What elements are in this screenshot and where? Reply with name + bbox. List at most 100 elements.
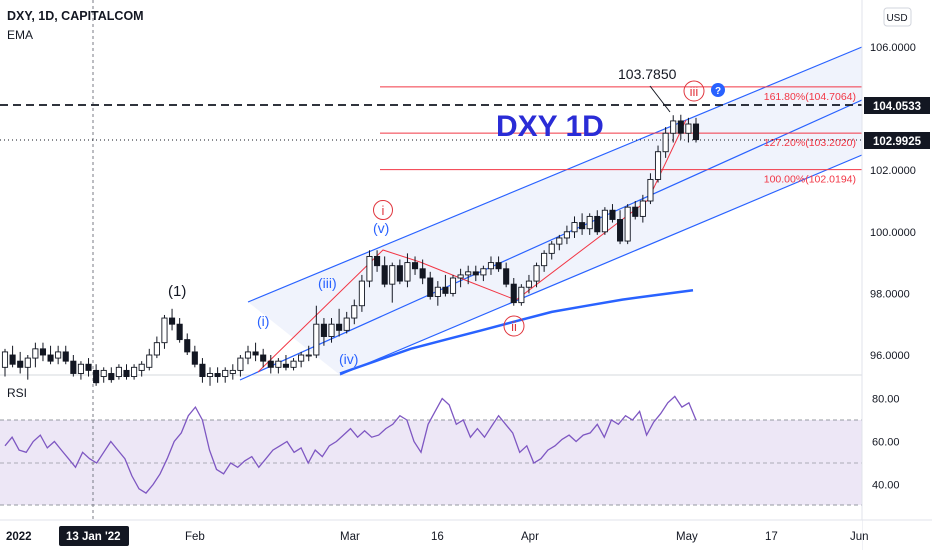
candle xyxy=(191,345,198,368)
ema-indicator-label[interactable]: EMA xyxy=(7,28,34,42)
candle-body-up xyxy=(229,369,236,374)
candle xyxy=(1,348,9,377)
candle xyxy=(609,204,616,223)
candle-body-down xyxy=(510,283,517,304)
candle xyxy=(624,204,631,245)
rsi-label[interactable]: RSI xyxy=(7,386,28,400)
candle xyxy=(275,358,282,374)
candle xyxy=(260,348,267,368)
candle xyxy=(184,333,191,355)
candle-body-up xyxy=(525,280,532,288)
candle xyxy=(161,314,168,349)
candle-body-up xyxy=(351,305,358,319)
candle xyxy=(601,207,608,235)
candle-body-up xyxy=(77,363,84,374)
candle-body-up xyxy=(624,206,631,242)
candle xyxy=(123,364,130,380)
candle xyxy=(654,145,662,183)
candle xyxy=(411,256,419,275)
candle-body-down xyxy=(320,323,327,337)
candle xyxy=(351,299,358,325)
candle-body-down xyxy=(260,354,267,362)
candle-body-up xyxy=(404,262,411,282)
time-axis[interactable] xyxy=(0,520,862,550)
candle xyxy=(366,250,373,288)
rsi-tick-label: 80.00 xyxy=(872,394,900,406)
candle-body-up xyxy=(662,132,669,153)
candle-body-down xyxy=(199,363,206,378)
candle-body-up xyxy=(548,243,555,254)
candle xyxy=(465,265,472,285)
candle-body-up xyxy=(685,123,692,134)
candle xyxy=(24,355,31,380)
candle xyxy=(449,274,457,297)
candle-body-up xyxy=(115,366,122,378)
candle-body-down xyxy=(282,363,290,368)
candle xyxy=(518,284,525,306)
candle xyxy=(336,308,343,337)
candle xyxy=(586,213,593,235)
candle-body-up xyxy=(571,222,578,233)
candle xyxy=(480,265,487,282)
candle xyxy=(442,274,449,297)
candle xyxy=(100,367,107,383)
candle-body-up xyxy=(305,354,312,357)
candle xyxy=(70,355,77,377)
candle-body-up xyxy=(55,351,62,359)
candle xyxy=(108,367,115,383)
rsi-tick-label: 40.00 xyxy=(872,480,900,492)
candle xyxy=(510,278,517,306)
candle-body-down xyxy=(579,222,586,230)
rsi-line xyxy=(4,395,697,494)
candle xyxy=(9,345,16,368)
candle-body-down xyxy=(191,351,198,365)
price-tick-label: 106.0000 xyxy=(870,42,916,54)
candle xyxy=(472,265,479,282)
channel-lower-line xyxy=(339,154,863,376)
candle-body-down xyxy=(632,206,639,217)
wave-iii-red-label: iii xyxy=(690,84,699,99)
fib-level-label: 127.20%(103.2020) xyxy=(764,137,856,149)
candle-body-up xyxy=(146,354,153,368)
candle-body-up xyxy=(237,357,244,371)
candle xyxy=(313,305,320,359)
price-axis[interactable] xyxy=(862,0,932,520)
candle-body-down xyxy=(176,323,183,341)
candle-body-down xyxy=(677,120,684,134)
candle-body-up xyxy=(206,373,214,378)
candle xyxy=(282,355,290,371)
candle xyxy=(298,351,305,368)
resistance-price-text: 104.0533 xyxy=(873,101,921,113)
candle xyxy=(93,364,100,386)
candle xyxy=(670,115,677,143)
symbol-title[interactable]: DXY, 1D, CAPITALCOM xyxy=(7,9,144,23)
rsi-ticks: 80.00 60.00 40.00 xyxy=(872,394,900,492)
candle-body-up xyxy=(601,209,608,233)
help-icon-glyph: ? xyxy=(715,86,721,97)
candle xyxy=(639,194,646,223)
candle xyxy=(153,336,160,359)
time-tick-label: 16 xyxy=(431,531,444,543)
candle xyxy=(594,210,601,235)
candle-body-up xyxy=(24,357,31,368)
candle xyxy=(389,262,396,303)
candle-body-up xyxy=(290,360,297,368)
candle xyxy=(525,274,532,294)
candle-body-down xyxy=(9,354,16,365)
candle xyxy=(533,262,540,288)
candle-body-up xyxy=(343,317,350,331)
wave-iii-blue-label: (iii) xyxy=(318,275,337,291)
candle xyxy=(176,318,183,343)
candle-body-up xyxy=(541,252,548,267)
candle xyxy=(503,262,510,288)
currency-box[interactable] xyxy=(883,7,912,27)
wave-iv-blue-label: (iv) xyxy=(339,351,358,367)
candle-body-up xyxy=(563,231,570,239)
time-tick-label: Jun xyxy=(850,531,869,543)
time-tick-label: Feb xyxy=(185,531,205,543)
help-icon[interactable] xyxy=(711,83,725,97)
time-cursor-badge xyxy=(59,526,129,546)
wave-v-blue-label: (v) xyxy=(373,220,389,236)
candle xyxy=(77,361,84,380)
